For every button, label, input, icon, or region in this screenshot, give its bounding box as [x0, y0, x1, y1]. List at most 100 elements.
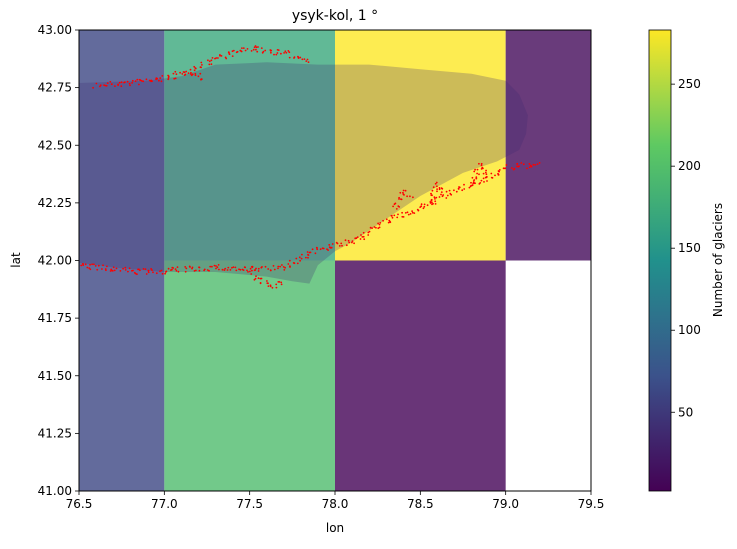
glacier-point: [395, 208, 398, 210]
glacier-point: [201, 64, 203, 66]
glacier-point: [363, 238, 366, 241]
glacier-point: [156, 77, 159, 80]
glacier-point: [175, 269, 178, 272]
glacier-point: [316, 247, 318, 249]
glacier-point: [434, 200, 437, 203]
glacier-point: [431, 189, 434, 192]
glacier-point: [260, 47, 263, 49]
glacier-point: [419, 206, 422, 209]
colorbar-tick-label: 100: [678, 323, 701, 337]
glacier-point: [299, 56, 302, 59]
glacier-point: [242, 269, 245, 271]
glacier-point: [486, 180, 488, 182]
glacier-point: [478, 183, 481, 185]
glacier-point: [257, 267, 260, 270]
glacier-point: [190, 74, 193, 77]
glacier-point: [189, 68, 192, 71]
glacier-point: [119, 270, 122, 272]
glacier-point: [213, 264, 216, 267]
glacier-point: [378, 226, 381, 229]
glacier-point: [484, 171, 487, 174]
glacier-point: [361, 236, 364, 238]
glacier-point: [430, 192, 432, 195]
glacier-point: [348, 241, 351, 244]
glacier-point: [511, 167, 513, 169]
glacier-point: [340, 242, 343, 245]
glacier-point: [482, 177, 485, 180]
glacier-point: [198, 269, 201, 272]
glacier-point: [164, 272, 167, 275]
y-axis-label: lat: [9, 252, 23, 268]
glacier-point: [403, 194, 405, 196]
glacier-point: [307, 61, 310, 63]
glacier-point: [242, 47, 245, 49]
glacier-point: [390, 214, 393, 217]
glacier-point: [436, 190, 438, 193]
glacier-point: [485, 173, 488, 176]
glacier-point: [199, 66, 202, 68]
glacier-point: [371, 227, 373, 230]
y-tick-label: 42.50: [38, 138, 72, 152]
glacier-point: [91, 263, 93, 266]
glacier-point: [504, 167, 507, 170]
glacier-point: [445, 197, 448, 199]
glacier-point: [238, 268, 240, 271]
glacier-point: [470, 181, 472, 184]
glacier-point: [434, 198, 436, 200]
glacier-point: [288, 56, 291, 59]
glacier-point: [368, 230, 371, 233]
glacier-point: [246, 48, 249, 50]
glacier-point: [102, 264, 104, 267]
glacier-point: [516, 163, 518, 165]
y-tick-label: 41.00: [38, 484, 72, 498]
glacier-point: [272, 265, 275, 267]
chart-title: ysyk-kol, 1 °: [292, 8, 378, 24]
glacier-point: [232, 266, 235, 268]
glacier-point: [140, 80, 143, 82]
glacier-point: [284, 266, 286, 269]
glacier-point: [307, 256, 309, 259]
glacier-point: [301, 253, 303, 256]
glacier-point: [412, 196, 414, 199]
glacier-point: [480, 179, 483, 182]
glacier-point: [152, 271, 154, 274]
glacier-point: [485, 169, 487, 172]
glacier-point: [227, 266, 230, 269]
glacier-point: [402, 191, 404, 194]
glacier-point: [387, 221, 390, 224]
glacier-point: [228, 53, 231, 56]
colorbar-ticks: 50 100 150 200 250: [671, 77, 701, 419]
glacier-point: [532, 163, 535, 166]
glacier-point: [208, 63, 211, 66]
glacier-point: [407, 213, 410, 216]
glacier-point: [126, 80, 129, 83]
lake-outline: [79, 62, 528, 284]
glacier-point: [406, 195, 408, 198]
glacier-point: [122, 267, 124, 270]
glacier-point: [399, 191, 402, 194]
glacier-point: [476, 172, 478, 175]
glacier-point: [278, 281, 281, 283]
glacier-point: [295, 257, 298, 260]
glacier-point: [423, 203, 426, 206]
glacier-point: [215, 265, 217, 267]
glacier-point: [520, 162, 523, 164]
glacier-point: [502, 167, 505, 170]
glacier-point: [255, 46, 258, 49]
glacier-point: [377, 222, 379, 225]
glacier-point: [167, 267, 170, 270]
glacier-point: [249, 267, 252, 270]
glacier-point: [355, 237, 358, 240]
glacier-point: [375, 226, 377, 229]
heatmap-cell: [335, 30, 506, 261]
glacier-point: [232, 49, 235, 52]
glacier-point: [279, 265, 281, 268]
glacier-point: [117, 83, 119, 86]
glacier-point: [183, 71, 186, 74]
glacier-point: [480, 162, 483, 165]
glacier-point: [131, 79, 134, 82]
glacier-point: [311, 248, 314, 251]
glacier-point: [234, 266, 237, 269]
glacier-point: [322, 247, 325, 250]
glacier-point: [373, 226, 376, 228]
